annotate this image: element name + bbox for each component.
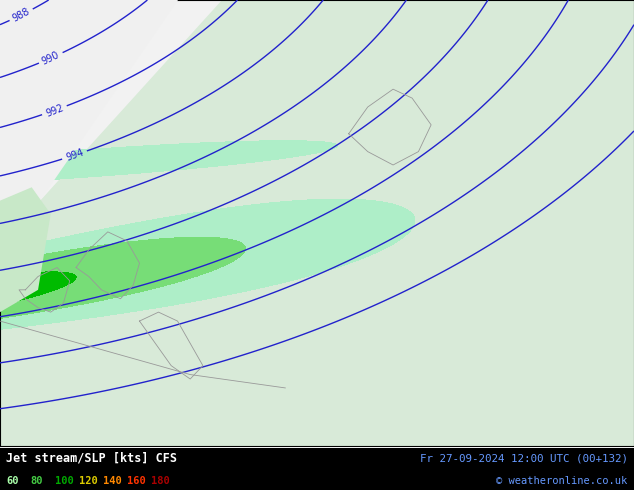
Text: 120: 120 [79, 476, 98, 486]
Text: Fr 27-09-2024 12:00 UTC (00+132): Fr 27-09-2024 12:00 UTC (00+132) [420, 453, 628, 463]
Text: 160: 160 [127, 476, 146, 486]
Polygon shape [0, 0, 222, 245]
Text: 988: 988 [11, 6, 32, 24]
Text: 140: 140 [103, 476, 122, 486]
Text: 994: 994 [64, 147, 85, 163]
Polygon shape [0, 187, 51, 312]
Text: 100: 100 [55, 476, 74, 486]
Text: 990: 990 [41, 49, 61, 67]
Text: 180: 180 [151, 476, 170, 486]
Text: Jet stream/SLP [kts] CFS: Jet stream/SLP [kts] CFS [6, 452, 178, 465]
Text: 992: 992 [44, 102, 65, 119]
Text: © weatheronline.co.uk: © weatheronline.co.uk [496, 476, 628, 486]
Text: 80: 80 [30, 476, 43, 486]
Text: 60: 60 [6, 476, 19, 486]
Polygon shape [0, 0, 178, 259]
